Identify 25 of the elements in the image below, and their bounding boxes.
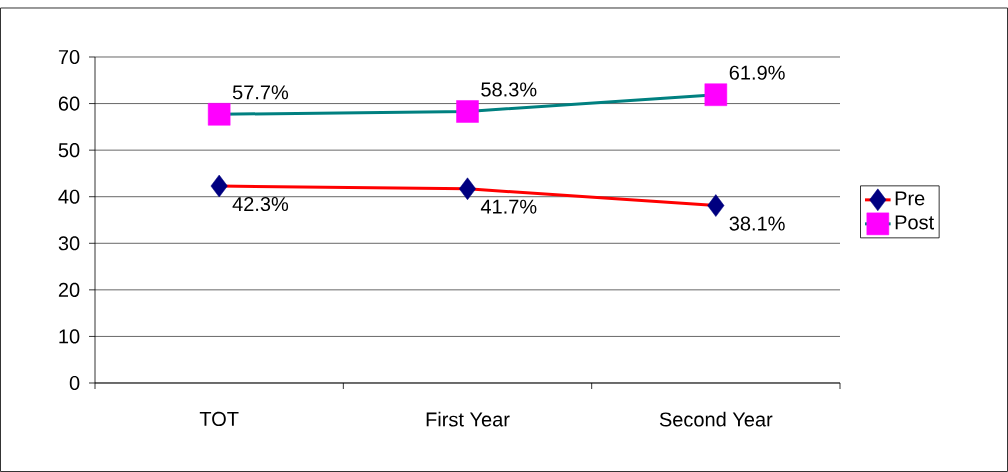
y-tick-label: 20 <box>58 282 80 297</box>
y-tick-label: 70 <box>58 49 80 65</box>
data-label: 58.3% <box>481 82 537 97</box>
x-tick-label: First Year <box>426 411 510 427</box>
point <box>210 174 228 198</box>
y-tick-label: 30 <box>58 236 80 251</box>
x-tick-label: Second Year <box>659 411 773 427</box>
y-tick-label: 10 <box>59 329 80 344</box>
legend-label: Post <box>895 215 934 230</box>
data-label: 61.9% <box>729 65 785 80</box>
data-label: 57.7% <box>232 85 289 100</box>
y-tick-label: 50 <box>58 143 80 158</box>
point <box>704 83 728 106</box>
point <box>707 194 725 217</box>
point <box>207 103 231 126</box>
y-tick-label: 40 <box>58 189 80 204</box>
legend-label: Pre <box>895 191 925 206</box>
data-label: 41.7% <box>480 199 537 214</box>
x-tick-label: TOT <box>199 411 239 427</box>
y-tick-label: 0 <box>69 375 80 391</box>
y-tick-label: 60 <box>58 96 80 111</box>
point <box>459 177 477 201</box>
point <box>456 100 479 123</box>
data-label: 38.1% <box>729 216 785 231</box>
data-label: 42.3% <box>232 196 289 212</box>
